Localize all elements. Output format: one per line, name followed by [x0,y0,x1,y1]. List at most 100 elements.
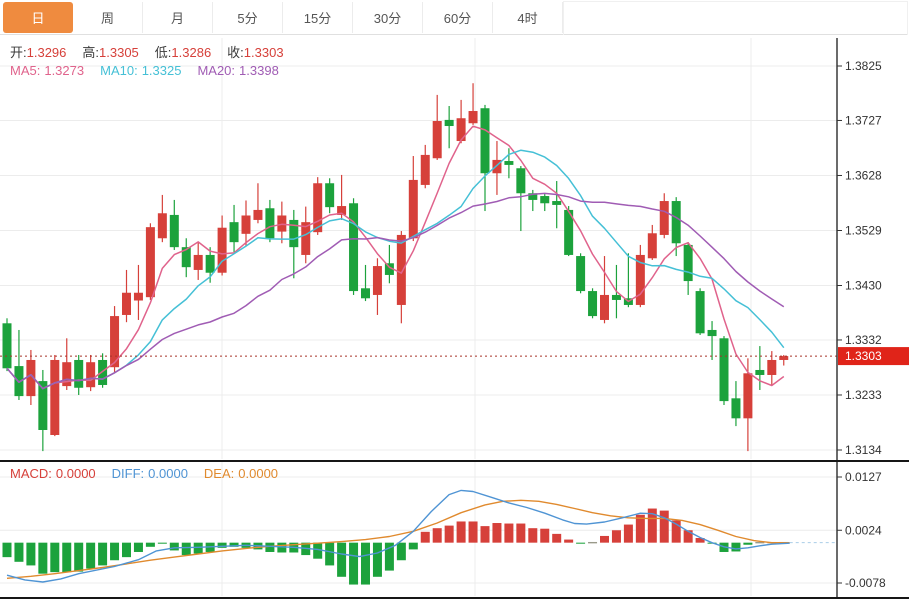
candle-body [181,247,191,268]
ohlc-open-label: 开: [10,45,27,60]
candle-body [779,356,789,360]
candle-body [122,292,131,315]
ma20-line [6,192,785,390]
tab-month-label: 月 [170,11,184,26]
tab-4hour[interactable]: 4时 [493,2,563,33]
macd-histogram [2,508,789,585]
macd-bar-negative [86,542,96,569]
candle-body [468,111,478,124]
candle-body [659,201,669,235]
bottom-border [0,597,909,599]
candle-body [731,398,741,419]
candle-body [372,266,382,295]
candle-body [719,338,729,402]
diff-line [6,489,790,583]
macd-bar-positive [528,528,538,543]
macd-bar-negative [122,542,131,558]
price-tick-label: 1.3430 [845,279,882,293]
macd-bar-negative [181,542,191,556]
tab-5min-label: 5分 [237,11,258,26]
tab-15min-label: 15分 [303,11,332,26]
candle-body [552,201,562,205]
candle-body [265,208,275,239]
ma10-line [6,149,785,390]
candle-body [540,196,550,204]
candle-body [301,222,311,255]
last-price-badge-text: 1.3303 [845,349,882,363]
ohlc-low-label: 低: [154,45,172,60]
macd-bar-positive [623,524,633,543]
price-tick-label: 1.3233 [845,388,882,402]
macd-bar-positive [683,530,693,543]
candle-body [241,215,251,234]
ohlc-low-value: 1.3286 [171,45,212,60]
tab-week-label: 周 [100,11,114,26]
macd-bar-positive [647,508,657,543]
candle-body [588,291,598,317]
candle-body [169,214,179,248]
ohlc-close-label: 收: [227,45,244,60]
candle-body [98,359,108,385]
ma5-value: 1.3273 [44,63,85,78]
candle-body [74,359,84,388]
macd-bar-negative [169,542,179,551]
tab-5min[interactable]: 5分 [213,2,283,33]
tab-4hour-label: 4时 [517,11,538,26]
candle-body [635,254,645,305]
macd-chart[interactable]: 0.0127 0.0024 -0.0078 [0,462,909,599]
candle-body [707,329,717,337]
tab-day[interactable]: 日 [3,2,73,33]
macd-bar-negative [349,542,359,585]
candle-body [396,234,406,305]
macd-indicator-label: MACD: [10,466,52,481]
tab-week[interactable]: 周 [73,2,143,33]
tab-15min[interactable]: 15分 [283,2,353,33]
candle-body [325,183,335,208]
macd-bar-negative [157,542,167,544]
macd-bar-negative [74,542,84,572]
macd-bar-negative [576,542,586,544]
candle-body [26,359,36,397]
macd-bar-negative [313,542,323,559]
price-tick-label: 1.3529 [845,223,882,237]
candle-body [217,227,227,273]
macd-bar-negative [193,542,203,554]
tab-60min[interactable]: 60分 [423,2,493,33]
macd-legend: MACD: 0.0000 DIFF: 0.0000 DEA: 0.0000 [10,466,294,481]
macd-bar-negative [110,542,120,561]
dea-indicator-value: 0.0000 [238,466,279,481]
macd-bar-negative [361,542,370,585]
candlestick-chart[interactable]: 1.3825 1.3727 1.3628 1.3529 1.3430 1.3332 1.32… [0,36,909,462]
ohlc-legend: 开:1.3296 高:1.3305 低:1.3286 收:1.3303 [10,42,300,61]
tab-month[interactable]: 月 [143,2,213,33]
ma-legend: MA5: 1.3273 MA10: 1.3325 MA20: 1.3398 [10,63,295,78]
macd-bar-negative [265,542,275,552]
candle-body [289,219,299,248]
ma20-label: MA20: [197,63,236,78]
ohlc-close-value: 1.3303 [243,45,284,60]
macd-bar-positive [659,510,669,543]
candle-body [432,121,442,159]
macd-bar-negative [38,542,48,574]
ma5-line [6,125,785,390]
macd-bar-positive [695,538,705,543]
candle-body [528,193,538,200]
candle-body [38,381,48,430]
macd-bar-negative [229,542,239,547]
ohlc-high-label: 高: [82,45,100,60]
macd-bar-positive [432,528,442,543]
timeframe-tabbar: 日 周 月 5分 15分 30分 60分 4时 [0,0,908,35]
tab-30min[interactable]: 30分 [353,2,423,33]
macd-bar-positive [671,520,681,543]
candle-body [253,209,263,220]
candle-body [480,108,490,174]
price-tick-label: 1.3332 [845,333,882,347]
candle-body [755,369,765,375]
macd-bar-negative [731,542,741,552]
ohlc-high-value: 1.3305 [99,45,139,60]
tabbar-spacer [563,1,908,35]
macd-tick-label: 0.0127 [845,470,882,484]
ma10-value: 1.3325 [141,63,182,78]
candle-body [504,161,514,165]
macd-bar-negative [384,542,394,571]
